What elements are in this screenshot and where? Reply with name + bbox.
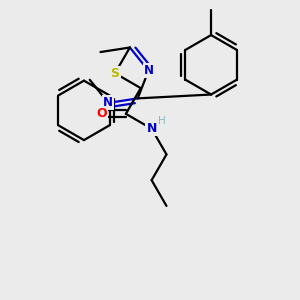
Text: N: N [143,64,154,77]
Text: N: N [103,96,113,110]
Text: O: O [96,107,107,120]
Text: N: N [146,122,157,135]
Text: S: S [110,67,119,80]
Text: H: H [158,116,165,126]
